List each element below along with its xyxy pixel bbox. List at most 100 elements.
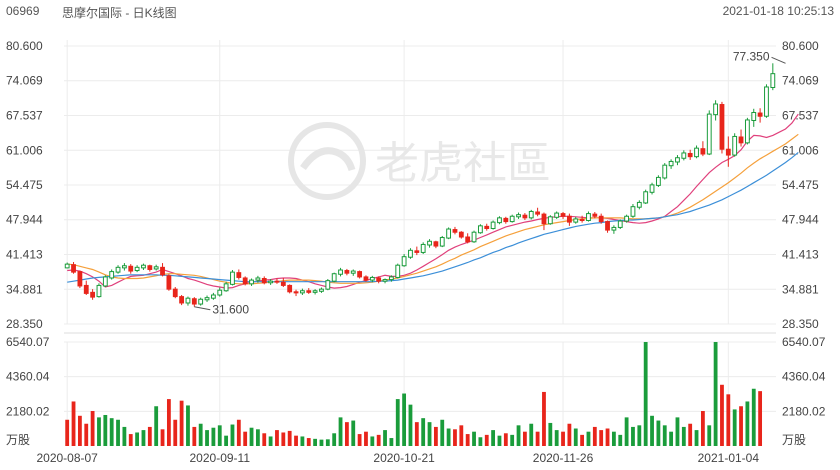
candle-body [166,275,172,290]
candle-body [287,284,293,293]
candle-body [293,291,299,294]
candle-body [744,119,750,144]
volume-bar [109,418,114,446]
volume-bar [287,430,292,446]
annotations: 31.600 77.350 [194,49,786,317]
candle-body [446,228,452,239]
moving-average-lines [67,113,799,289]
high-callout-label: 77.350 [733,49,770,63]
volume-bar [268,436,273,446]
volume-bar [681,426,686,446]
volume-bar [338,417,343,446]
candle-body [179,296,185,304]
volume-bar [71,401,76,446]
volume-bar [370,436,375,446]
volume-bar [453,429,457,446]
volume-bar [186,405,190,446]
candle-body [751,112,757,121]
volume-bar [618,434,623,446]
volume-bar [516,425,521,446]
candle-body [128,265,134,272]
candle-body [427,240,432,246]
candle-body [516,214,521,218]
volume-bar [631,426,635,446]
candle-body [363,276,369,281]
high-callout-line [771,56,786,64]
volume-bar [478,437,483,446]
candle-body [598,215,604,223]
candle-body [649,184,655,193]
candle-body [109,271,115,279]
volume-bar [97,417,101,446]
candle-body [280,281,286,286]
volume-bar [116,419,120,446]
volume-bar [90,411,95,446]
volume-bar [319,439,324,446]
candle-body [554,212,560,218]
volume-bar [567,423,572,446]
candle-body [191,298,197,305]
candle-body [605,221,610,231]
candle-body [255,277,261,281]
candle-body [706,113,712,155]
candle-body [90,291,96,298]
price-tick-label-right: 47.944 [782,213,819,227]
volume-bar [713,342,718,446]
volume-bar [573,428,578,446]
stock-code: 06969 [6,4,40,18]
volume-bar [173,419,178,446]
volume-bar [745,401,750,446]
candle-body [306,290,312,293]
low-callout-line [194,306,211,311]
candle-body [573,218,579,223]
price-tick-label-left: 47.944 [6,213,43,227]
volume-bar [586,431,591,446]
volume-bar [465,434,470,446]
candle-body [147,265,153,270]
price-tick-label-left: 41.413 [6,247,43,261]
candle-body [458,231,464,238]
candle-body [694,147,699,158]
candle-body [71,264,76,273]
price-tick-label-right: 28.350 [782,317,819,331]
candle-body [732,135,738,156]
volume-bar [300,436,305,446]
candle-body [535,211,541,215]
volume-bar [732,409,737,446]
volume-bar [243,431,248,446]
volume-bar [669,431,674,446]
volume-bar [128,434,133,446]
candle-body [471,231,477,243]
candle-body [675,157,680,163]
candle-body [223,283,229,292]
price-tick-label-right: 67.537 [782,109,819,123]
volume-bar [624,417,629,446]
volume-bar [262,433,267,446]
candle-body [719,104,725,150]
candle-body [344,270,350,274]
volume-bar [459,425,464,446]
candle-body [331,273,337,282]
volume-bar [217,425,222,446]
candle-body [636,201,642,208]
candle-body [249,279,254,285]
candle-body [452,229,458,233]
candle-body [497,217,502,224]
candle-body [395,264,401,278]
volume-bar [707,425,712,446]
candle-body [655,176,661,186]
volume-bar [662,425,667,446]
date-tick-label: 2020-08-07 [36,451,98,465]
volume-bar [294,435,298,446]
candle-body [369,276,375,281]
volume-bar [758,391,763,446]
candle-body [268,280,274,284]
volume-bar [224,435,229,446]
candle-body [401,256,407,267]
volume-tick-label-right: 4360.04 [782,370,826,384]
axis-ticks: 80.600 80.600 74.069 74.069 67.537 67.537 61.0… [6,39,826,447]
volume-unit-label-right: 万股 [782,433,806,447]
candle-body [738,136,744,144]
volume-bar [192,426,197,446]
price-tick-label-right: 34.881 [782,282,819,296]
